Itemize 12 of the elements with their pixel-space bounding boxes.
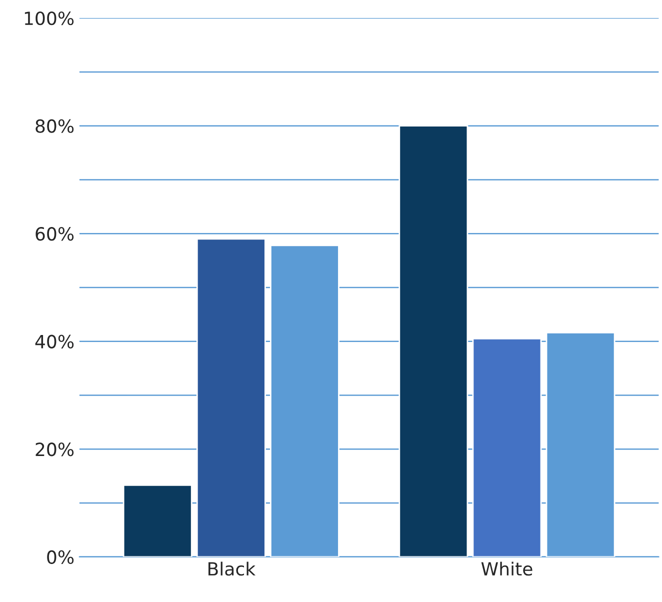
x-tick-label: White — [481, 562, 532, 576]
x-tick-label: Black — [208, 562, 256, 576]
y-tick-label: 0% — [47, 550, 74, 564]
bar — [122, 484, 192, 557]
y-tick-label: 100% — [24, 12, 74, 26]
y-tick-label: 40% — [35, 334, 74, 348]
y-tick-label: 80% — [36, 119, 74, 133]
bar — [196, 238, 266, 557]
y-tick-label: 20% — [36, 442, 74, 456]
bar — [472, 338, 542, 557]
y-tick-label: 60% — [36, 227, 74, 241]
bar — [398, 125, 468, 557]
